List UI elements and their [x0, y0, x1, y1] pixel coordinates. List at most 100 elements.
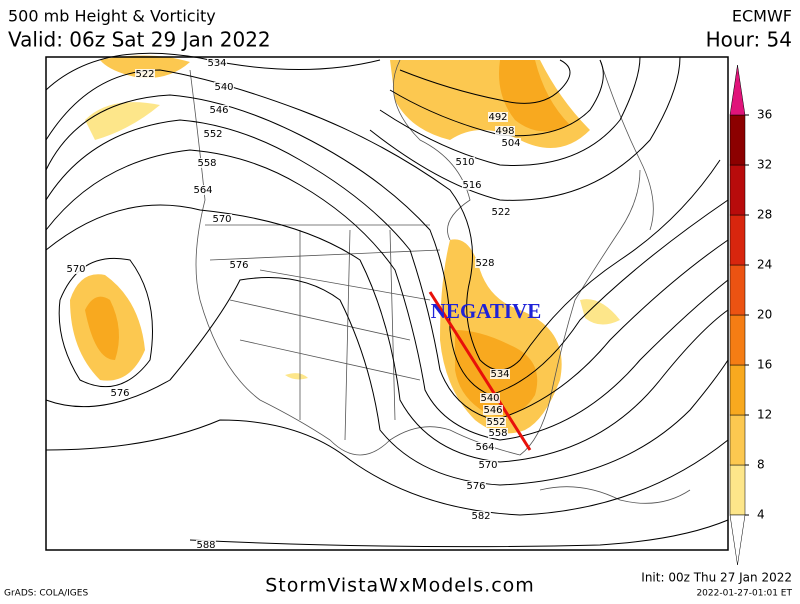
- contour-label-bg: [488, 428, 508, 438]
- contour-label: 522: [491, 207, 510, 218]
- contour-label: 516: [462, 180, 481, 191]
- timestamp: 2022-01-27-01:01 ET: [696, 589, 792, 599]
- contour-label-bg: [209, 105, 229, 115]
- colorbar-segment: [729, 414, 746, 466]
- contour-label: 576: [110, 388, 129, 399]
- colorbar-tick-label: 32: [757, 158, 772, 172]
- vorticity-area: [85, 296, 119, 360]
- contour-line: [399, 59, 571, 104]
- contour-label: 570: [212, 214, 231, 225]
- contour-line: [45, 69, 721, 371]
- contour-label: 534: [490, 369, 509, 380]
- contour-label-bg: [491, 207, 511, 217]
- contour-label: 576: [466, 481, 485, 492]
- contour-label-bg: [475, 258, 495, 268]
- map-background: [46, 57, 728, 550]
- colorbar-over: [729, 64, 746, 116]
- map-panel: 5225345405465525585645705765705765884924…: [45, 52, 729, 551]
- contour-line: [45, 94, 729, 396]
- contour-label-bg: [488, 112, 508, 122]
- contour-label-bg: [490, 369, 510, 379]
- contour-label-bg: [480, 393, 500, 403]
- contour-label: 588: [196, 540, 215, 551]
- colorbar-tick-label: 36: [757, 108, 772, 122]
- contour-label-bg: [475, 442, 495, 452]
- contour-label-bg: [193, 185, 213, 195]
- model-name: ECMWF: [732, 7, 792, 26]
- contour-label-bg: [212, 214, 232, 224]
- contour-label-bg: [455, 157, 475, 167]
- colorbar-tick-label: 4: [757, 508, 765, 522]
- colorbar-tick-label: 8: [757, 458, 765, 472]
- contour-line: [45, 277, 729, 486]
- coastline: [539, 486, 691, 504]
- contour-label: 522: [135, 69, 154, 80]
- contour-label-bg: [66, 264, 86, 274]
- contour-label-bg: [135, 69, 155, 79]
- colorbar-segment: [729, 214, 746, 266]
- vorticity-area: [580, 299, 620, 325]
- colorbar-tick-label: 24: [757, 258, 772, 272]
- contour-line: [58, 257, 153, 388]
- map-title: 500 mb Height & Vorticity: [8, 7, 216, 26]
- vorticity-area: [100, 55, 190, 79]
- contour-line: [45, 419, 729, 516]
- colorbar-segment: [729, 164, 746, 216]
- vorticity-area: [85, 102, 160, 140]
- contour-label: 540: [480, 393, 499, 404]
- valid-time: Valid: 06z Sat 29 Jan 2022: [8, 28, 271, 52]
- contour-line: [45, 149, 729, 441]
- contour-label: 528: [475, 258, 494, 269]
- coastline: [599, 59, 654, 231]
- contour-line: [45, 52, 381, 91]
- contour-label: 498: [495, 126, 514, 137]
- trough-axis: [428, 291, 532, 451]
- contour-line: [389, 59, 604, 137]
- colorbar-segment: [729, 114, 746, 166]
- map-frame: [45, 56, 729, 551]
- forecast-hour: Hour: 54: [706, 28, 792, 52]
- contour-label: 504: [501, 138, 520, 149]
- contour-label: 564: [475, 442, 494, 453]
- colorbar-segment: [729, 314, 746, 366]
- contour-label: 558: [488, 428, 507, 439]
- contour-label-bg: [501, 138, 521, 148]
- contour-label: 552: [486, 417, 505, 428]
- colorbar-segment: [729, 464, 746, 516]
- contour-label: 570: [66, 264, 85, 275]
- contour-label: 492: [488, 112, 507, 123]
- contour-label-bg: [214, 82, 234, 92]
- colorbar-under: [729, 514, 746, 566]
- contour-label-bg: [197, 158, 217, 168]
- contour-label-bg: [495, 126, 515, 136]
- contour-label-bg: [207, 58, 227, 68]
- contour-label-bg: [203, 129, 223, 139]
- coastline: [393, 59, 471, 241]
- colorbar-tick-label: 16: [757, 358, 772, 372]
- contour-label-bg: [486, 417, 506, 427]
- colorbar-tick-label: 12: [757, 408, 772, 422]
- contour-label-bg: [229, 260, 249, 270]
- contour-label: 570: [478, 460, 497, 471]
- contour-labels: 5225345405465525585645705765705765884924…: [66, 58, 521, 551]
- contour-label-bg: [466, 481, 486, 491]
- contour-label: 558: [197, 158, 216, 169]
- contour-label: 546: [483, 405, 502, 416]
- contour-line: [369, 56, 681, 201]
- init-time: Init: 00z Thu 27 Jan 2022: [641, 571, 792, 585]
- state-borders: [205, 224, 441, 441]
- colorbar-tick-label: 28: [757, 208, 772, 222]
- vorticity-area: [499, 60, 570, 132]
- site-name: StormVistaWxModels.com: [265, 575, 535, 597]
- height-contours: [45, 52, 729, 548]
- colorbar-segment: [729, 264, 746, 316]
- software-credit: GrADS: COLA/IGES: [4, 589, 88, 599]
- contour-label: 564: [193, 185, 212, 196]
- contour-line: [45, 119, 729, 421]
- contour-label: 546: [209, 105, 228, 116]
- contour-label-bg: [462, 180, 482, 190]
- contour-label: 510: [455, 157, 474, 168]
- contour-line: [189, 519, 729, 548]
- contour-label-bg: [110, 388, 130, 398]
